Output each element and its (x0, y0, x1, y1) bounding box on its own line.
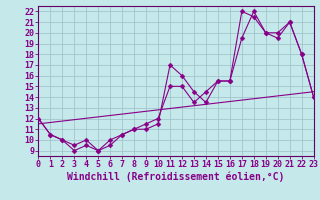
X-axis label: Windchill (Refroidissement éolien,°C): Windchill (Refroidissement éolien,°C) (67, 172, 285, 182)
